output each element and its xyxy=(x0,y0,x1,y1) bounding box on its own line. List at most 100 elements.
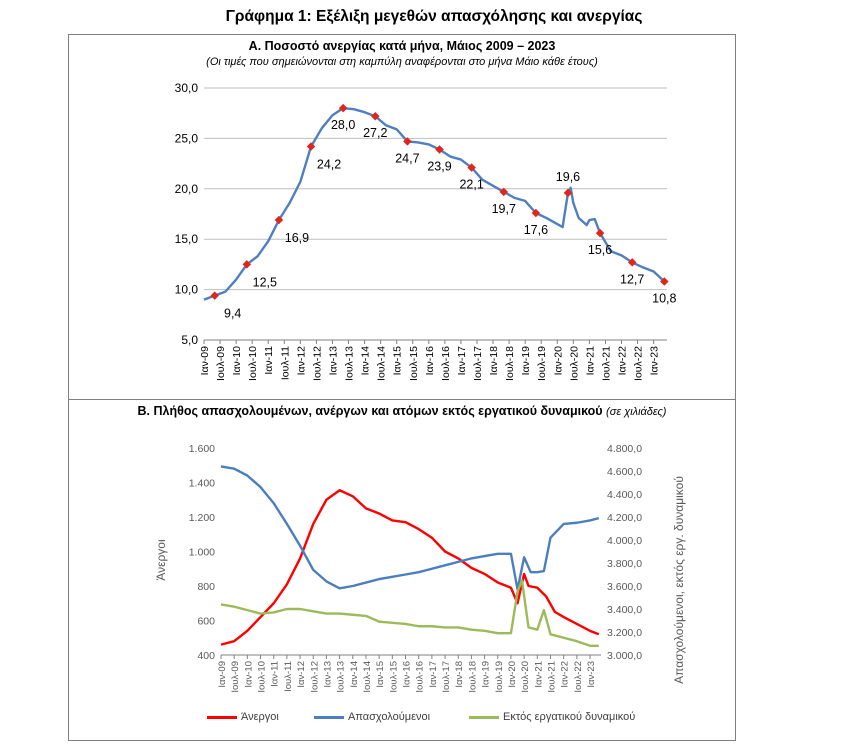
x-tick-label: Ιουλ-12 xyxy=(309,661,320,693)
x-tick-label: Ιαν-11 xyxy=(270,661,281,687)
chart-b-plot: 400 600 800 1.000 1.200 1.400 1.600 3.000,0 3.20… xyxy=(154,443,686,693)
y-tick-label: 400 xyxy=(197,650,215,662)
x-tick-label: Ιαν-21 xyxy=(584,346,596,376)
unemployed-line xyxy=(220,489,600,646)
x-tick-label: Ιουλ-11 xyxy=(283,661,294,692)
y-right-tick-label: 4.200,0 xyxy=(607,512,642,524)
x-tick-label: Ιαν-11 xyxy=(263,346,275,375)
data-label: 28,0 xyxy=(331,118,355,132)
may-marker xyxy=(210,291,219,300)
chart-panel-population-groups: Β. Πλήθος απασχολουμένων, ανέργων και ατ… xyxy=(68,399,736,741)
chart-a-plot: 5,0 10,0 15,0 20,0 25,0 30,0 Ιαν-09 Ιουλ-09 Ιαν-… xyxy=(175,81,677,381)
x-tick-label: Ιαν-17 xyxy=(428,661,439,688)
y-tick-label: 600 xyxy=(197,616,215,628)
may-marker xyxy=(499,187,508,197)
x-tick-label: Ιουλ-20 xyxy=(568,346,580,381)
data-label: 19,7 xyxy=(492,202,516,216)
y-right-tick-label: 4.000,0 xyxy=(607,535,642,547)
x-tick-label: Ιουλ-14 xyxy=(376,346,388,381)
x-tick-label: Ιουλ-21 xyxy=(546,661,557,693)
x-tick-label: Ιουλ-16 xyxy=(415,661,426,693)
y-tick-label: 30,0 xyxy=(175,81,199,95)
y-tick-label: 1.000 xyxy=(189,547,215,559)
may-marker xyxy=(274,215,284,225)
legend-swatch-unemployed xyxy=(207,715,237,719)
y-right-tick-label: 3.200,0 xyxy=(607,627,642,639)
x-tick-label: Ιουλ-21 xyxy=(600,346,612,381)
may-marker xyxy=(242,260,252,269)
data-label: 12,5 xyxy=(253,275,277,289)
data-label: 15,6 xyxy=(588,243,612,257)
data-label: 12,7 xyxy=(620,272,644,286)
x-tick-label: Ιουλ-11 xyxy=(279,346,291,380)
x-tick-label: Ιουλ-10 xyxy=(257,661,268,693)
employed-line xyxy=(220,465,600,591)
x-tick-label: Ιαν-09 xyxy=(199,346,211,376)
y-right-tick-label: 4.400,0 xyxy=(607,489,642,501)
may-marker xyxy=(627,258,637,267)
x-tick-label: Ιουλ-20 xyxy=(520,661,531,693)
x-tick-label: Ιαν-21 xyxy=(533,661,544,688)
x-tick-label: Ιαν-22 xyxy=(560,661,571,688)
legend-item-inactive: Εκτός εργατικού δυναμικού xyxy=(469,711,635,723)
chart-b-title-row: Β. Πλήθος απασχολουμένων, ανέργων και ατ… xyxy=(69,404,735,418)
x-tick-label: Ιαν-16 xyxy=(424,346,436,376)
x-tick-label: Ιουλ-09 xyxy=(215,346,227,381)
legend-swatch-inactive xyxy=(469,715,499,719)
x-tick-label: Ιαν-20 xyxy=(552,346,564,376)
y-tick-label: 1.600 xyxy=(189,443,215,455)
y-tick-label: 5,0 xyxy=(181,333,198,347)
data-label: 23,9 xyxy=(427,159,451,173)
x-tick-label: Ιαν-23 xyxy=(586,661,597,688)
data-label: 22,1 xyxy=(459,178,483,192)
x-tick-label: Ιαν-14 xyxy=(349,661,360,688)
legend-item-employed: Απασχολούμενοι xyxy=(314,711,430,723)
data-label: 24,2 xyxy=(317,157,341,171)
y-tick-label: 25,0 xyxy=(175,131,199,145)
may-marker xyxy=(306,142,316,151)
chart-panel-unemployment-rate: Α. Ποσοστό ανεργίας κατά μήνα, Μάιος 200… xyxy=(68,34,736,400)
x-tick-label: Ιουλ-22 xyxy=(633,346,645,381)
x-tick-label: Ιαν-18 xyxy=(488,346,500,376)
may-marker xyxy=(467,163,476,172)
x-tick-label: Ιουλ-12 xyxy=(311,346,323,381)
x-tick-label: Ιαν-10 xyxy=(231,346,243,376)
y-tick-label: 10,0 xyxy=(175,283,199,297)
legend-label-employed: Απασχολούμενοι xyxy=(348,711,431,723)
inactive-line xyxy=(220,579,599,648)
x-tick-label: Ιαν-09 xyxy=(217,661,228,688)
chart-b-legend: Άνεργοι Απασχολούμενοι Εκτός εργατικού δ… xyxy=(69,711,735,731)
x-tick-label: Ιαν-16 xyxy=(402,661,413,688)
y-tick-label: 1.200 xyxy=(189,512,215,524)
y-right-tick-label: 3.800,0 xyxy=(607,558,642,570)
x-tick-label: Ιουλ-19 xyxy=(494,661,505,693)
x-tick-label: Ιαν-19 xyxy=(481,661,492,688)
x-tick-label: Ιουλ-16 xyxy=(440,346,452,381)
data-label: 19,6 xyxy=(556,170,580,184)
x-tick-label: Ιουλ-17 xyxy=(441,661,452,693)
may-marker xyxy=(403,137,412,146)
x-tick-label: Ιαν-10 xyxy=(243,661,254,688)
data-label: 16,9 xyxy=(285,231,309,245)
data-label: 10,8 xyxy=(652,292,676,306)
y-tick-label: 800 xyxy=(197,581,215,593)
legend-label-inactive: Εκτός εργατικού δυναμικού xyxy=(503,711,636,723)
chart-a-title: Α. Ποσοστό ανεργίας κατά μήνα, Μάιος 200… xyxy=(248,39,556,53)
y-right-tick-label: 3.600,0 xyxy=(607,581,642,593)
x-tick-label: Ιουλ-18 xyxy=(504,346,516,381)
chart-a-subtitle: (Οι τιμές που σημειώνονται στη καμπύλη α… xyxy=(206,56,598,68)
x-tick-label: Ιουλ-09 xyxy=(230,661,241,693)
x-tick-label: Ιουλ-19 xyxy=(536,346,548,381)
may-marker xyxy=(371,111,380,121)
chart-b-subtitle: (σε χιλιάδες) xyxy=(606,406,667,418)
x-tick-label: Ιουλ-15 xyxy=(408,346,420,381)
chart-b-title: Β. Πλήθος απασχολουμένων, ανέργων και ατ… xyxy=(137,404,603,418)
x-tick-label: Ιουλ-10 xyxy=(247,346,259,381)
x-tick-label: Ιαν-12 xyxy=(295,346,307,376)
legend-swatch-employed xyxy=(314,715,344,719)
x-tick-label: Ιουλ-17 xyxy=(472,346,484,381)
x-tick-label: Ιουλ-22 xyxy=(573,661,584,693)
data-label: 17,6 xyxy=(524,223,548,237)
y-right-tick-label: 3.000,0 xyxy=(607,650,642,662)
y-right-tick-label: 4.600,0 xyxy=(607,466,642,478)
